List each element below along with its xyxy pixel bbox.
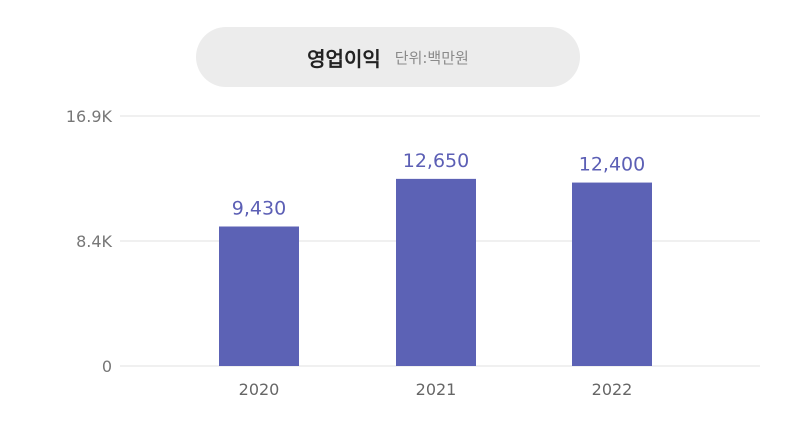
- x-tick-label: 2020: [239, 380, 280, 399]
- bar-2022: [572, 182, 652, 366]
- chart-title: 영업이익: [307, 46, 381, 71]
- bar-2020: [219, 226, 299, 366]
- data-label: 9,430: [232, 198, 286, 220]
- x-tick-label: 2021: [416, 380, 457, 399]
- y-tick-label: 8.4K: [76, 232, 112, 251]
- y-tick-label: 16.9K: [66, 107, 113, 126]
- bar-2021: [396, 178, 476, 366]
- x-tick-label: 2022: [592, 380, 633, 399]
- chart-unit-label: 단위:백만원: [394, 48, 469, 67]
- chart-title-pill: 영업이익 단위:백만원: [196, 27, 580, 87]
- data-label: 12,400: [579, 154, 645, 176]
- data-label: 12,650: [403, 150, 469, 172]
- y-tick-label: 0: [102, 357, 112, 376]
